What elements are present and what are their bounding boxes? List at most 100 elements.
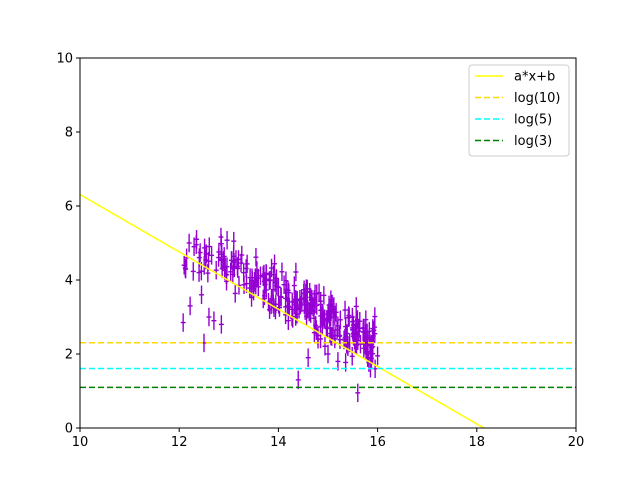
data-point [203,244,209,263]
data-point [355,383,361,403]
data-point [180,313,186,332]
data-point [253,247,259,267]
data-point [218,315,224,334]
data-point [187,296,193,316]
data-point [249,271,255,290]
data-point [295,370,301,390]
data-point [305,299,311,319]
data-point [266,271,272,290]
data-point [285,281,291,300]
x-tick-label: 10 [72,435,89,450]
data-point [325,344,331,364]
data-point [233,250,239,269]
data-point [283,271,289,290]
data-point [211,311,217,330]
data-point [206,307,212,327]
y-tick-label: 0 [65,422,73,437]
data-point [341,330,347,350]
x-tick-label: 20 [568,435,585,450]
data-point [278,288,284,307]
legend-box [468,64,570,157]
data-point [325,304,331,324]
data-point [222,261,228,280]
legend-label: log(3) [514,134,552,149]
data-point [244,274,250,293]
data-point [308,296,314,315]
data-point [193,235,199,254]
data-point [293,262,299,282]
data-point [272,254,278,274]
data-point [335,352,341,371]
data-point [273,269,279,288]
data-point [305,348,311,367]
data-point [301,280,307,299]
axis-ticks: 10 12 14 16 18 20 0 2 4 6 8 10 [56,52,584,451]
x-tick-label: 12 [171,435,188,450]
data-point [330,300,336,319]
data-point [218,227,224,247]
legend: a*x+b log(10) log(5) log(3) [468,64,570,157]
data-point [224,230,230,250]
data-point [372,317,378,337]
data-point [311,290,317,309]
y-tick-label: 6 [65,200,73,215]
data-point [322,337,328,356]
data-point [361,334,367,354]
data-point [316,283,322,303]
data-point [357,311,363,331]
data-point [186,233,192,253]
data-point [328,290,334,310]
data-point [244,254,250,274]
data-point [375,346,381,366]
data-point [249,288,255,307]
data-point [314,296,320,315]
legend-label: a*x+b [514,70,555,85]
data-point [349,347,355,366]
data-point [255,277,261,297]
data-point [239,245,245,265]
data-point [296,299,302,319]
data-point [349,307,355,327]
data-point [213,260,219,280]
data-point [318,295,324,314]
data-point [279,262,285,282]
data-point [321,286,327,305]
data-point [241,275,247,294]
data-point [182,258,188,278]
legend-label: log(10) [514,91,561,106]
series-line-a-x-b [80,193,486,428]
data-point [370,337,376,356]
x-tick-label: 16 [369,435,386,450]
y-tick-label: 10 [56,52,73,67]
data-point [216,242,222,262]
plot-area [80,193,576,428]
data-point [352,330,358,350]
data-point [277,298,282,317]
data-point [199,285,204,305]
data-point [205,263,211,283]
axes-frame [79,57,577,429]
data-point [286,283,292,302]
x-tick-label: 14 [270,435,287,450]
y-tick-label: 2 [65,348,73,363]
data-point [232,284,238,303]
data-point [253,275,259,295]
data-point [231,247,237,266]
data-point [335,316,341,336]
data-point [293,290,299,309]
data-point [364,342,370,362]
data-point [197,243,203,262]
data-point [330,320,336,340]
data-point [289,300,295,319]
data-point [206,237,212,256]
data-point [238,253,244,273]
data-point [206,251,212,271]
x-tick-label: 18 [469,435,486,450]
data-point [304,279,310,299]
legend-label: log(5) [514,113,552,128]
data-point [261,272,267,291]
data-point [323,317,329,337]
data-point [342,300,348,320]
